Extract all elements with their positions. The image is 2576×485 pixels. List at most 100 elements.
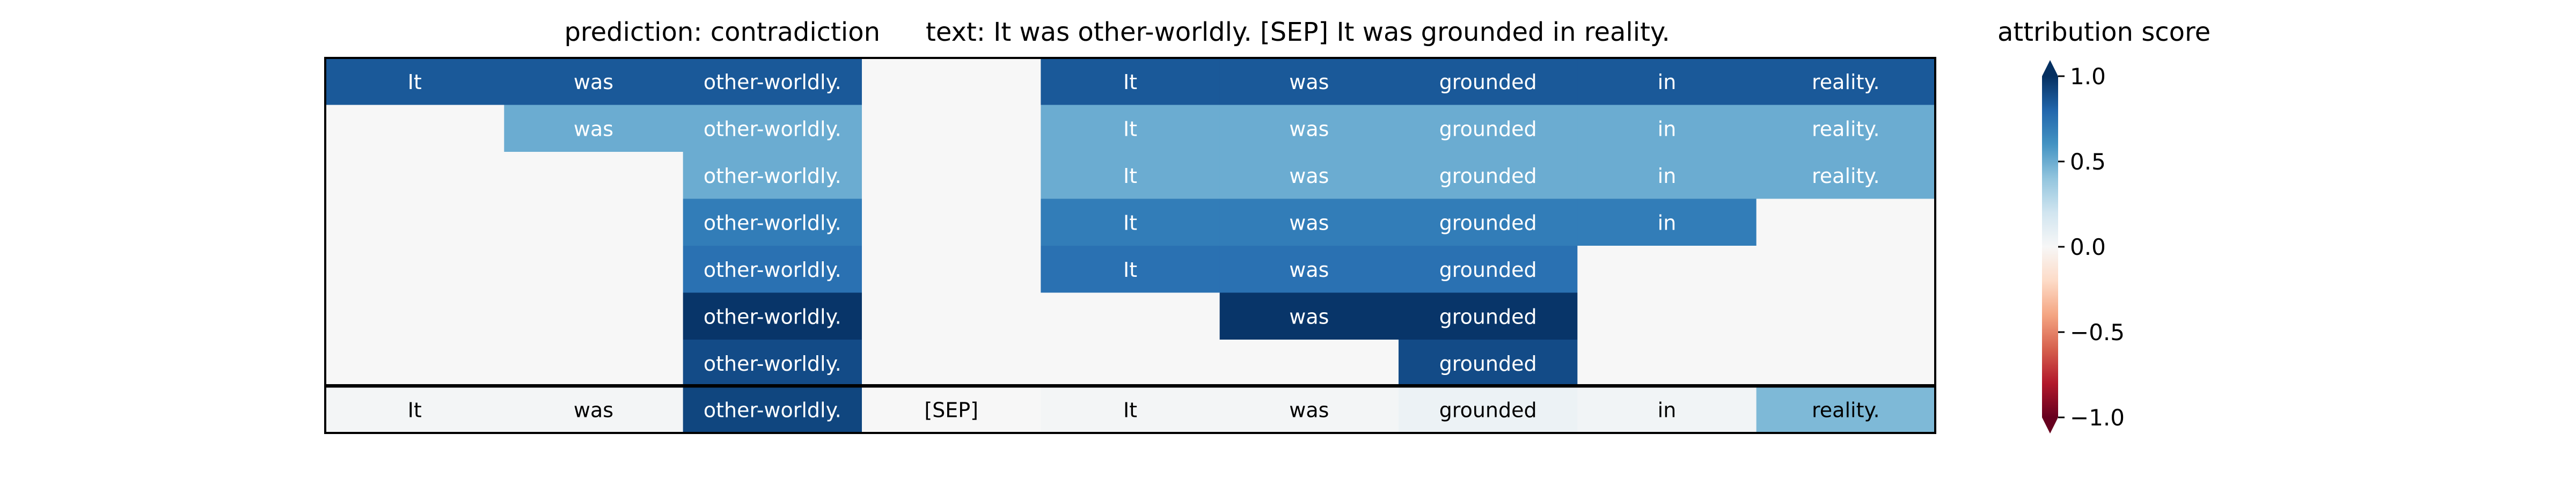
cell-labels: It was other-worldly. It was grounded in realit… xyxy=(408,70,1880,422)
cell-label-r0-c4: It xyxy=(1123,70,1137,94)
cell-r1-c4 xyxy=(1041,105,1220,152)
cell-label-r5-c5: was xyxy=(1289,305,1329,328)
cell-r5-c1 xyxy=(504,292,684,340)
cell-r3-c7 xyxy=(1577,199,1757,246)
cell-r0-c2 xyxy=(683,58,862,105)
cell-r0-c4 xyxy=(1041,58,1220,105)
cell-r5-c7 xyxy=(1577,292,1757,340)
cell-r2-c7 xyxy=(1577,152,1757,199)
summary-label-c8: reality. xyxy=(1812,399,1880,422)
summary-label-c1: was xyxy=(574,399,613,422)
summary-label-c2: other-worldly. xyxy=(704,399,841,422)
summary-label-c5: was xyxy=(1289,399,1329,422)
cell-r0-c5 xyxy=(1219,58,1399,105)
cell-r0-c1 xyxy=(504,58,684,105)
cell-r6-c7 xyxy=(1577,340,1757,387)
colorbar-max-extend xyxy=(2042,60,2058,76)
cell-label-r2-c2: other-worldly. xyxy=(704,164,841,188)
cell-r6-c3 xyxy=(862,340,1041,387)
heatmap-cells xyxy=(325,58,1936,433)
cell-label-r1-c5: was xyxy=(1289,117,1329,141)
cell-r5-c0 xyxy=(325,292,504,340)
cell-label-r4-c4: It xyxy=(1123,258,1137,282)
cell-r3-c1 xyxy=(504,199,684,246)
summary-label-c6: grounded xyxy=(1439,399,1537,422)
colorbar-gradient xyxy=(2042,76,2058,417)
cell-label-r4-c5: was xyxy=(1289,258,1329,282)
cell-r2-c5 xyxy=(1219,152,1399,199)
cell-r2-c0 xyxy=(325,152,504,199)
cell-label-r1-c8: reality. xyxy=(1812,117,1880,141)
cell-r4-c3 xyxy=(862,246,1041,293)
cell-label-r3-c4: It xyxy=(1123,211,1137,234)
cell-r3-c8 xyxy=(1756,199,1936,246)
cell-r6-c6 xyxy=(1399,340,1578,387)
cell-label-r1-c7: in xyxy=(1658,117,1677,141)
summary-cell-c8 xyxy=(1756,386,1936,433)
cell-r2-c8 xyxy=(1756,152,1936,199)
cell-r4-c4 xyxy=(1041,246,1220,293)
cell-label-r1-c1: was xyxy=(574,117,613,141)
cell-r4-c5 xyxy=(1219,246,1399,293)
cell-label-r2-c4: It xyxy=(1123,164,1137,188)
cell-label-r0-c7: in xyxy=(1658,70,1677,94)
cell-r4-c7 xyxy=(1577,246,1757,293)
cell-label-r3-c5: was xyxy=(1289,211,1329,234)
summary-cell-c1 xyxy=(504,386,684,433)
cell-label-r1-c6: grounded xyxy=(1439,117,1537,141)
cell-r3-c3 xyxy=(862,199,1041,246)
cell-label-r0-c6: grounded xyxy=(1439,70,1537,94)
cell-label-r3-c2: other-worldly. xyxy=(704,211,841,234)
summary-cell-c6 xyxy=(1399,386,1578,433)
text-title: text: It was other-worldly. [SEP] It was… xyxy=(926,17,1670,47)
colorbar-tick-label-3: −0.5 xyxy=(2070,319,2125,346)
summary-label-c7: in xyxy=(1658,399,1677,422)
cell-label-r2-c6: grounded xyxy=(1439,164,1537,188)
cell-r6-c8 xyxy=(1756,340,1936,387)
cell-r2-c3 xyxy=(862,152,1041,199)
summary-label-c0: It xyxy=(408,399,422,422)
cell-r1-c5 xyxy=(1219,105,1399,152)
cell-label-r3-c7: in xyxy=(1658,211,1677,234)
summary-row-border xyxy=(324,385,1936,434)
cell-label-r2-c5: was xyxy=(1289,164,1329,188)
cell-r3-c0 xyxy=(325,199,504,246)
cell-label-r3-c6: grounded xyxy=(1439,211,1537,234)
cell-r2-c1 xyxy=(504,152,684,199)
cell-label-r0-c0: It xyxy=(408,70,422,94)
cell-r5-c5 xyxy=(1219,292,1399,340)
cell-r0-c3 xyxy=(862,58,1041,105)
colorbar-title: attribution score xyxy=(1997,17,2211,47)
heatmap-frame xyxy=(324,57,1936,434)
cell-r2-c2 xyxy=(683,152,862,199)
cell-r1-c2 xyxy=(683,105,862,152)
colorbar-tick-label-2: 0.0 xyxy=(2070,234,2106,260)
summary-cell-c0 xyxy=(325,386,504,433)
cell-r1-c1 xyxy=(504,105,684,152)
summary-cell-c4 xyxy=(1041,386,1220,433)
cell-label-r0-c5: was xyxy=(1289,70,1329,94)
cell-r1-c3 xyxy=(862,105,1041,152)
cell-r3-c2 xyxy=(683,199,862,246)
cell-label-r6-c6: grounded xyxy=(1439,352,1537,376)
cell-r3-c6 xyxy=(1399,199,1578,246)
summary-label-c4: It xyxy=(1123,399,1137,422)
prediction-title: prediction: contradiction xyxy=(564,17,880,47)
colorbar-tick-label-1: 0.5 xyxy=(2070,149,2106,175)
cell-label-r2-c8: reality. xyxy=(1812,164,1880,188)
cell-r0-c0 xyxy=(325,58,504,105)
colorbar-min-extend xyxy=(2042,417,2058,433)
cell-r4-c2 xyxy=(683,246,862,293)
cell-r0-c6 xyxy=(1399,58,1578,105)
cell-label-r1-c4: It xyxy=(1123,117,1137,141)
cell-r5-c6 xyxy=(1399,292,1578,340)
colorbar: attribution score 1.0 0.5 0.0 −0.5 −1.0 xyxy=(1997,17,2211,433)
cell-r2-c6 xyxy=(1399,152,1578,199)
cell-r6-c4 xyxy=(1041,340,1220,387)
cell-r4-c8 xyxy=(1756,246,1936,293)
summary-cell-c7 xyxy=(1577,386,1757,433)
cell-label-r6-c2: other-worldly. xyxy=(704,352,841,376)
cell-r1-c0 xyxy=(325,105,504,152)
cell-r6-c0 xyxy=(325,340,504,387)
